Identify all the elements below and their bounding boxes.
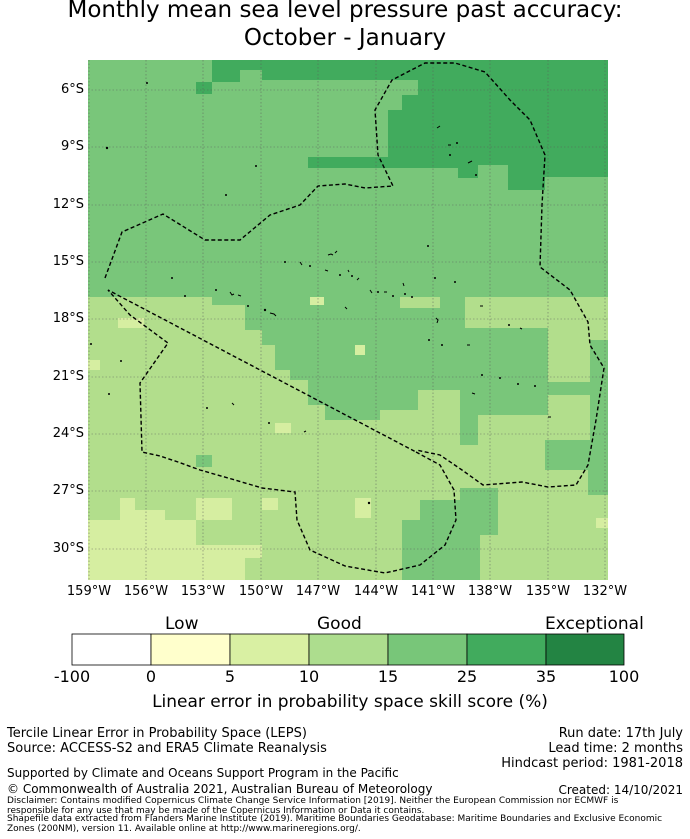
colorbar-segment-2 (150, 633, 231, 666)
colorbar-tick-minus100: -100 (53, 667, 91, 686)
data-source: Source: ACCESS-S2 and ERA5 Climate Reana… (7, 741, 327, 756)
hindcast-period: Hindcast period: 1981-2018 (501, 756, 683, 771)
lon-label-138w: 138°W (467, 584, 513, 599)
colorbar-segment-3 (229, 633, 310, 666)
colorbar-segment-6 (466, 633, 547, 666)
lat-label-24s: 24°S (52, 426, 84, 441)
lon-label-141w: 141°W (410, 584, 456, 599)
colorbar-tick-10: 10 (298, 667, 320, 686)
copyright: © Commonwealth of Australia 2021, Austra… (7, 782, 433, 796)
lat-label-18s: 18°S (52, 311, 84, 326)
colorbar-segment-7 (545, 633, 625, 666)
lat-gridlines (88, 89, 608, 550)
lon-label-153w: 153°W (180, 584, 226, 599)
colorbar (71, 633, 625, 666)
colorbar-tick-0: 0 (145, 667, 157, 686)
lat-label-30s: 30°S (52, 541, 84, 556)
title-line-2: October - January (243, 25, 447, 51)
run-date: Run date: 17th July (558, 726, 683, 741)
colorbar-tick-35: 35 (535, 667, 557, 686)
colorbar-tick-15: 15 (377, 667, 399, 686)
colorbar-segment-4 (308, 633, 389, 666)
disclaimer-line-2: responsible for any use that may be made… (7, 806, 425, 816)
lat-label-15s: 15°S (52, 254, 84, 269)
colorbar-tick-100: 100 (608, 667, 640, 686)
title-line-1: Monthly mean sea level pressure past acc… (67, 0, 623, 23)
skill-map (88, 60, 608, 580)
lat-label-9s: 9°S (60, 139, 84, 154)
lat-label-21s: 21°S (52, 369, 84, 384)
skill-tiles-light (88, 297, 608, 580)
colorbar-category-low: Low (165, 614, 199, 634)
map-title: Monthly mean sea level pressure past acc… (0, 0, 690, 52)
colorbar-tick-5: 5 (224, 667, 236, 686)
lon-label-147w: 147°W (295, 584, 341, 599)
colorbar-tick-25: 25 (456, 667, 478, 686)
eez-boundary (104, 62, 605, 574)
colorbar-category-exceptional: Exceptional (545, 614, 644, 634)
lat-label-27s: 27°S (52, 483, 84, 498)
product-name: Tercile Linear Error in Probability Spac… (7, 726, 307, 741)
created-date: Created: 14/10/2021 (558, 783, 683, 797)
colorbar-segment-5 (387, 633, 468, 666)
disclaimer-line-4: Zones (200NM), version 11. Available onl… (7, 824, 361, 834)
colorbar-segment-1 (71, 633, 152, 666)
lon-label-156w: 156°W (123, 584, 169, 599)
colorbar-title: Linear error in probability space skill … (152, 692, 548, 712)
skill-tiles-higher (196, 60, 608, 190)
lat-label-12s: 12°S (52, 197, 84, 212)
island-dots (90, 82, 536, 505)
lon-label-150w: 150°W (238, 584, 284, 599)
support-statement: Supported by Climate and Oceans Support … (7, 766, 399, 780)
lon-gridlines (88, 60, 606, 580)
lon-label-132w: 132°W (582, 584, 628, 599)
lon-label-135w: 135°W (525, 584, 571, 599)
colorbar-category-good: Good (317, 614, 362, 634)
lat-label-6s: 6°S (60, 82, 84, 97)
disclaimer-line-1: Disclaimer: Contains modified Copernicus… (7, 796, 619, 806)
lead-time: Lead time: 2 months (548, 741, 683, 756)
lon-label-159w: 159°W (66, 584, 112, 599)
island-coastlines (229, 125, 551, 433)
disclaimer-line-3: Shapefile data extracted from Flanders M… (7, 814, 663, 824)
lon-label-144w: 144°W (353, 584, 399, 599)
